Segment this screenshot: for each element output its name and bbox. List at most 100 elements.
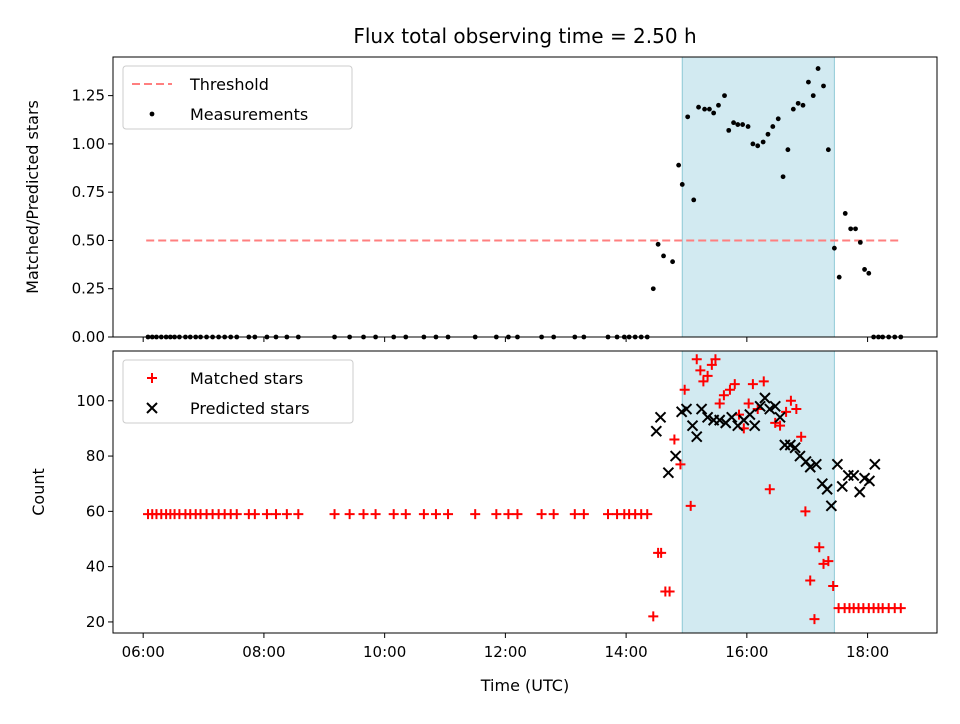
bottom-y-axis-label: Count xyxy=(29,468,48,516)
measurement-point xyxy=(795,100,801,106)
matched-point xyxy=(805,575,816,586)
legend-predicted-swatch xyxy=(146,402,158,414)
matched-point xyxy=(828,581,839,591)
matched-point xyxy=(388,509,399,520)
predicted-point xyxy=(847,469,860,482)
matched-point xyxy=(695,365,706,376)
matched-point xyxy=(536,509,547,520)
matched-point xyxy=(418,509,429,520)
predicted-point xyxy=(669,450,682,462)
measurement-point xyxy=(800,102,806,108)
matched-point xyxy=(800,506,811,517)
predicted-point xyxy=(726,411,738,424)
predicted-point xyxy=(804,461,816,473)
matched-point xyxy=(724,384,735,395)
matched-point xyxy=(470,509,481,520)
predicted-point xyxy=(754,400,766,413)
matched-point xyxy=(664,586,675,597)
predicted-point xyxy=(769,400,781,413)
matched-point xyxy=(785,395,796,406)
measurement-point xyxy=(770,124,776,129)
predicted-point xyxy=(701,411,714,424)
top-legend: Threshold Measurements xyxy=(122,65,353,130)
bottom-legend-label: Predicted stars xyxy=(190,399,310,418)
measurement-point xyxy=(685,114,691,120)
matched-point xyxy=(503,509,514,520)
bottom-series-plus xyxy=(143,354,906,625)
matched-point xyxy=(669,434,680,445)
top-y-tick-label: 0.75 xyxy=(72,183,105,201)
measurement-point xyxy=(650,286,656,292)
matched-point xyxy=(249,509,260,520)
matched-point xyxy=(430,509,441,520)
measurement-point xyxy=(745,124,751,129)
top-y-tick-label: 1.00 xyxy=(72,135,105,153)
measurement-point xyxy=(760,139,766,145)
matched-point xyxy=(281,509,292,520)
measurement-point xyxy=(857,239,863,245)
measurement-point xyxy=(702,106,707,112)
bottom-panel-counts: 20 40 60 80 100 06:00 08:00 10:00 12:00 14:00 16:0… xyxy=(29,350,938,661)
measurement-point xyxy=(821,83,826,89)
measurement-point xyxy=(726,127,732,133)
measurement-point xyxy=(862,267,867,272)
measurement-point xyxy=(731,120,736,126)
x-tick-label: 16:00 xyxy=(725,643,768,661)
matched-point xyxy=(710,354,721,365)
matched-point xyxy=(358,509,369,520)
measurement-point xyxy=(670,259,675,265)
measurement-point xyxy=(790,106,796,112)
x-tick-label: 14:00 xyxy=(604,643,647,661)
measurement-point xyxy=(655,241,661,247)
top-legend-label: Measurements xyxy=(190,105,308,124)
x-tick-label: 08:00 xyxy=(242,643,285,661)
predicted-point xyxy=(789,442,801,454)
matched-point xyxy=(718,390,729,401)
predicted-point xyxy=(825,500,838,512)
matched-point xyxy=(370,509,381,520)
predicted-point xyxy=(821,483,833,495)
predicted-point xyxy=(686,419,699,432)
measurement-point xyxy=(806,79,811,85)
bottom-y-tick-label: 40 xyxy=(86,558,105,576)
top-y-tick-label: 0.50 xyxy=(72,231,105,249)
measurement-point xyxy=(735,122,741,127)
x-tick-label: 18:00 xyxy=(846,643,889,661)
predicted-point xyxy=(863,475,876,487)
matched-point xyxy=(691,354,702,365)
measurement-point xyxy=(831,245,837,251)
measurement-point xyxy=(780,174,786,180)
bottom-legend-label: Matched stars xyxy=(190,369,303,388)
matched-point xyxy=(729,379,740,390)
predicted-point xyxy=(650,425,663,437)
predicted-point xyxy=(691,430,703,443)
predicted-point xyxy=(764,403,776,415)
predicted-point xyxy=(854,486,866,498)
measurement-point xyxy=(696,104,701,110)
matched-point xyxy=(809,614,820,625)
bottom-legend-box xyxy=(122,359,354,424)
matched-point xyxy=(231,509,242,520)
matched-point xyxy=(293,509,304,520)
measurement-point xyxy=(661,253,666,259)
matched-point xyxy=(714,398,725,409)
matched-point xyxy=(796,431,807,442)
x-tick-label: 12:00 xyxy=(484,643,527,661)
measurement-point xyxy=(815,66,821,71)
measurement-point xyxy=(866,270,872,276)
legend-matched-swatch xyxy=(147,373,157,383)
matched-point xyxy=(512,509,523,520)
top-y-tick-label: 0.25 xyxy=(72,280,105,298)
measurement-point xyxy=(848,226,854,232)
measurement-point xyxy=(785,147,791,153)
predicted-point xyxy=(836,480,848,493)
measurement-point xyxy=(676,162,682,168)
matched-point xyxy=(270,509,281,520)
matched-point xyxy=(261,509,272,520)
measurement-point xyxy=(750,141,756,147)
matched-point xyxy=(648,611,659,622)
measurement-point xyxy=(740,122,746,127)
measurement-point xyxy=(679,182,685,187)
